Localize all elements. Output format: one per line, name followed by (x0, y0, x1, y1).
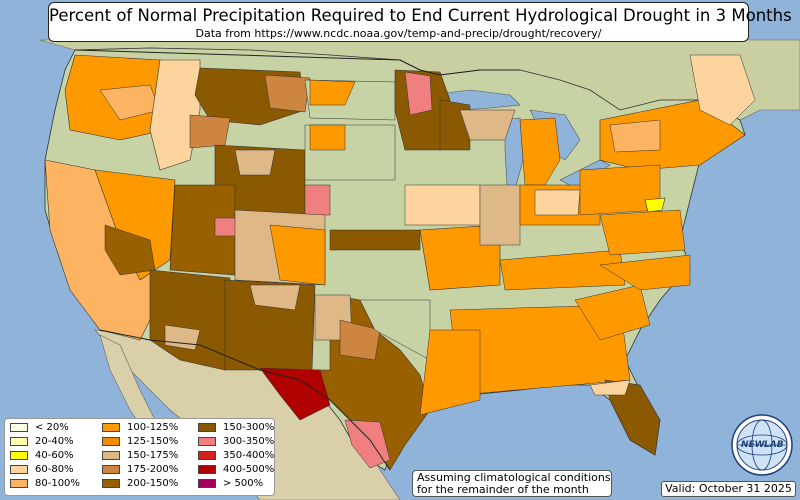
assumption-note: Assuming climatological conditions for t… (412, 470, 612, 497)
globe-logo-icon: NEW LAB (731, 414, 793, 476)
us-mexico-border (99, 329, 391, 471)
legend-swatch (198, 423, 216, 432)
legend-label: 40-60% (35, 450, 74, 461)
title-box: Percent of Normal Precipitation Required… (48, 2, 792, 42)
legend-swatch (102, 437, 120, 446)
legend-swatch (10, 437, 28, 446)
legend-item: 40-60% (10, 449, 74, 462)
map-subtitle: Data from https://www.ncdc.noaa.gov/temp… (195, 27, 602, 40)
region-md-yellow (644, 197, 666, 213)
region-ia (404, 184, 481, 226)
legend-item: 175-200% (102, 463, 178, 476)
legend-label: 150-175% (127, 450, 179, 461)
region-ks (329, 229, 421, 251)
region-sc (574, 284, 651, 341)
assumption-note-line1: Assuming climatological conditions (417, 471, 611, 484)
legend: < 20% 20-40% 40-60% 60-80% 80-100% 100-1… (4, 418, 275, 496)
region-fl-light (589, 379, 631, 396)
legend-swatch (198, 451, 216, 460)
region-maine (689, 54, 756, 126)
legend-label: < 20% (35, 422, 69, 433)
legend-label: 300-350% (223, 436, 275, 447)
legend-label: 60-80% (35, 464, 74, 475)
legend-swatch (10, 479, 28, 488)
legend-swatch (102, 479, 120, 488)
legend-swatch (10, 423, 28, 432)
region-il (479, 184, 521, 246)
legend-swatch (102, 451, 120, 460)
legend-item: 300-350% (198, 435, 274, 448)
region-tx-pink (344, 419, 391, 469)
region-nc (599, 254, 691, 291)
legend-label: 350-400% (223, 450, 275, 461)
region-va (599, 209, 686, 256)
region-fl (604, 379, 661, 456)
region-wy-light (234, 149, 276, 176)
legend-label: 400-500% (223, 464, 275, 475)
region-mt-east (264, 74, 311, 113)
legend-label: 125-150% (127, 436, 179, 447)
region-co-orange (269, 224, 326, 286)
region-idaho (149, 59, 201, 171)
us-canada-border (74, 49, 520, 76)
map-title: Percent of Normal Precipitation Required… (49, 6, 792, 25)
legend-item: 200-150% (102, 477, 178, 490)
region-tx-red (259, 367, 331, 421)
region-la-ms (419, 329, 481, 416)
valid-date: Valid: October 31 2025 (661, 481, 796, 497)
legend-label: 200-150% (127, 478, 179, 489)
legend-label: 100-125% (127, 422, 179, 433)
region-ca-brown (104, 224, 156, 276)
legend-item: 20-40% (10, 435, 74, 448)
region-ny-light (609, 119, 661, 153)
region-up-mi (459, 109, 516, 141)
legend-label: 175-200% (127, 464, 179, 475)
logo-text-right: LAB (764, 440, 784, 450)
legend-item: 100-125% (102, 421, 178, 434)
legend-item: 125-150% (102, 435, 178, 448)
legend-item: 60-80% (10, 463, 74, 476)
legend-swatch (10, 451, 28, 460)
assumption-note-line2: for the remainder of the month (417, 483, 589, 496)
legend-swatch (198, 465, 216, 474)
region-tn-ky (499, 249, 626, 291)
legend-swatch (10, 465, 28, 474)
legend-item: > 500% (198, 477, 263, 490)
legend-swatch (198, 437, 216, 446)
region-tx-central (339, 319, 381, 361)
legend-item: < 20% (10, 421, 69, 434)
legend-item: 400-500% (198, 463, 274, 476)
legend-swatch (198, 479, 216, 488)
region-sw-mt (189, 114, 231, 149)
region-ut-pink (214, 217, 239, 237)
legend-label: 80-100% (35, 478, 80, 489)
region-nd-orange (309, 79, 356, 106)
legend-label: 20-40% (35, 436, 74, 447)
region-nm-light (249, 284, 301, 311)
region-ne-pink (304, 184, 331, 216)
region-mi (519, 117, 561, 186)
legend-item: 80-100% (10, 477, 80, 490)
legend-item: 350-400% (198, 449, 274, 462)
region-mn-pink (404, 71, 433, 116)
legend-item: 150-300% (198, 421, 274, 434)
legend-item: 150-175% (102, 449, 178, 462)
legend-swatch (102, 423, 120, 432)
logo-text-left: NEW (741, 440, 766, 450)
legend-swatch (102, 465, 120, 474)
legend-label: > 500% (223, 478, 264, 489)
region-oh-light (534, 189, 581, 216)
region-sd-orange (309, 124, 346, 151)
legend-label: 150-300% (223, 422, 275, 433)
